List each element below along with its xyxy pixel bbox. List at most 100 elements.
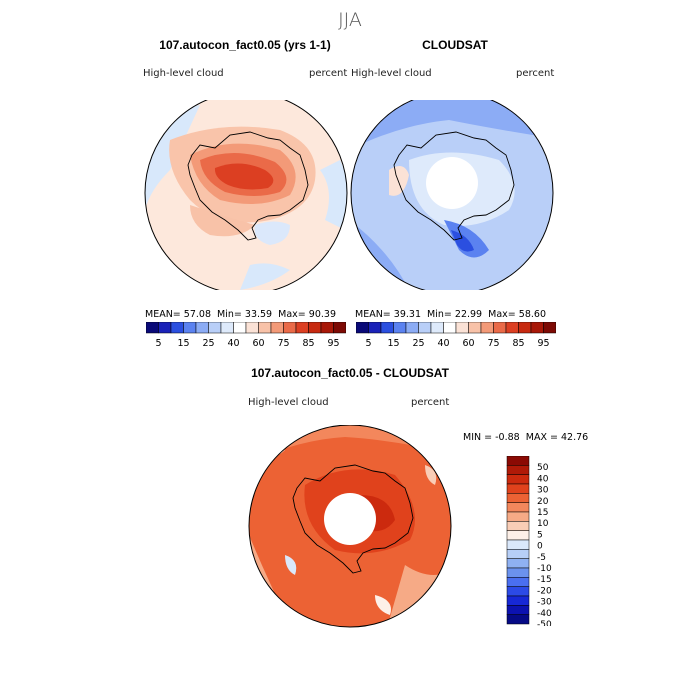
colorbar-tick-label: -30 xyxy=(537,598,552,608)
colorbar-swatch xyxy=(208,322,222,334)
colorbar-tick-label: 20 xyxy=(537,497,549,507)
colorbar-swatch xyxy=(543,322,556,334)
colorbar-tick-label: 60 xyxy=(252,338,264,349)
panel2-variable: High-level cloud xyxy=(351,68,432,79)
colorbar-swatch xyxy=(480,322,494,334)
colorbar-tick-label: 30 xyxy=(537,486,549,496)
colorbar-swatch xyxy=(258,322,272,334)
colorbar-tick-label: -50 xyxy=(537,620,552,626)
colorbar-swatch xyxy=(506,474,530,485)
colorbar-tick-label: 40 xyxy=(537,474,549,484)
colorbar-swatch xyxy=(158,322,172,334)
colorbar-tick-label: -40 xyxy=(537,609,552,619)
colorbar-tick-label: 40 xyxy=(437,338,449,349)
colorbar-swatch xyxy=(506,586,530,597)
panel1-units: percent xyxy=(309,68,348,79)
panel2-map xyxy=(350,100,554,290)
panel3-min-value: -0.88 xyxy=(495,432,520,443)
colorbar-swatch xyxy=(195,322,209,334)
colorbar-tick-label: 85 xyxy=(512,338,524,349)
colorbar-swatch xyxy=(506,549,530,559)
colorbar-swatch xyxy=(506,483,530,494)
colorbar-swatch xyxy=(506,456,530,466)
colorbar-swatch xyxy=(380,322,394,334)
colorbar-swatch xyxy=(506,577,530,587)
colorbar-swatch xyxy=(506,614,530,625)
colorbar-swatch xyxy=(506,567,530,578)
panel3-max-value: 42.76 xyxy=(560,432,589,443)
panel1-map xyxy=(144,100,348,290)
colorbar-swatch xyxy=(505,322,519,334)
panel2-max-label: Max= xyxy=(488,309,516,320)
panel1-max-label: Max= xyxy=(278,309,306,320)
colorbar-tick-label: 10 xyxy=(537,519,549,529)
colorbar-swatch xyxy=(393,322,407,334)
colorbar-swatch xyxy=(506,521,530,531)
colorbar-tick-label: -15 xyxy=(537,575,552,585)
panel3-min-label: MIN = xyxy=(463,432,493,443)
colorbar-swatch xyxy=(430,322,444,334)
colorbar-swatch xyxy=(518,322,532,334)
colorbar-tick-label: 15 xyxy=(537,508,548,518)
colorbar-swatch xyxy=(506,595,530,606)
panel2-coastline xyxy=(393,131,515,241)
colorbar-swatch xyxy=(233,322,247,334)
panel3-variable: High-level cloud xyxy=(248,397,329,408)
colorbar-tick-label: 15 xyxy=(177,338,189,349)
colorbar-swatch xyxy=(493,322,507,334)
colorbar-swatch xyxy=(506,530,530,541)
panel1-title: 107.autocon_fact0.05 (yrs 1-1) xyxy=(159,38,331,52)
colorbar-tick-label: 95 xyxy=(327,338,339,349)
colorbar-swatch xyxy=(443,322,457,334)
colorbar-tick-label: 75 xyxy=(277,338,289,349)
panel1-variable: High-level cloud xyxy=(143,68,224,79)
colorbar-swatch xyxy=(506,502,530,513)
panel1-stats: MEAN= 57.08 Min= 33.59 Max= 90.39 xyxy=(145,309,336,320)
panel3-map xyxy=(248,425,452,628)
colorbar-tick-label: 5 xyxy=(155,338,161,349)
colorbar-tick-label: 40 xyxy=(227,338,239,349)
panel3-coastline xyxy=(292,464,414,574)
colorbar-swatch xyxy=(270,322,284,334)
panel1-mean-label: MEAN= xyxy=(145,309,181,320)
colorbar-swatch xyxy=(455,322,469,334)
colorbar-swatch xyxy=(506,605,530,615)
colorbar-tick-label: 5 xyxy=(537,530,543,540)
colorbar-swatch xyxy=(356,322,369,334)
colorbar-swatch xyxy=(170,322,184,334)
colorbar-tick-label: 0 xyxy=(537,542,543,552)
colorbar-swatch xyxy=(146,322,159,334)
colorbar-tick-label: 15 xyxy=(387,338,399,349)
panel1-min-label: Min= xyxy=(217,309,242,320)
colorbar-swatch xyxy=(418,322,432,334)
colorbar-swatch xyxy=(530,322,544,334)
colorbar-tick-label: -5 xyxy=(537,553,546,563)
colorbar-tick-label: 60 xyxy=(462,338,474,349)
colorbar-swatch xyxy=(468,322,482,334)
colorbar-swatch xyxy=(320,322,334,334)
colorbar-tick-label: -20 xyxy=(537,586,552,596)
colorbar-swatch xyxy=(368,322,382,334)
panel2-mean-value: 39.31 xyxy=(393,309,421,320)
panel3-title: 107.autocon_fact0.05 - CLOUDSAT xyxy=(251,366,449,380)
colorbar-tick-label: 50 xyxy=(537,463,549,473)
panel1-max-value: 90.39 xyxy=(308,309,336,320)
colorbar-tick-label: 25 xyxy=(202,338,214,349)
panel2-mean-label: MEAN= xyxy=(355,309,391,320)
colorbar-swatch xyxy=(220,322,234,334)
panel3-stats: MIN = -0.88 MAX = 42.76 xyxy=(463,432,588,443)
panel1-min-value: 33.59 xyxy=(244,309,273,320)
colorbar-swatch xyxy=(506,493,530,503)
colorbar-swatch xyxy=(183,322,197,334)
panel1-mean-value: 57.08 xyxy=(183,309,211,320)
panel2-units: percent xyxy=(516,68,555,79)
colorbar-swatch xyxy=(283,322,297,334)
panel2-max-value: 58.60 xyxy=(518,309,546,320)
colorbar-tick-label: 75 xyxy=(487,338,499,349)
colorbar-swatch xyxy=(405,322,419,334)
panel3-max-label: MAX = xyxy=(525,432,558,443)
panel3-units: percent xyxy=(411,397,450,408)
panel2-colorbar: 5 15 25 40 60 75 85 95 xyxy=(356,322,556,349)
colorbar-tick-label: 95 xyxy=(537,338,549,349)
